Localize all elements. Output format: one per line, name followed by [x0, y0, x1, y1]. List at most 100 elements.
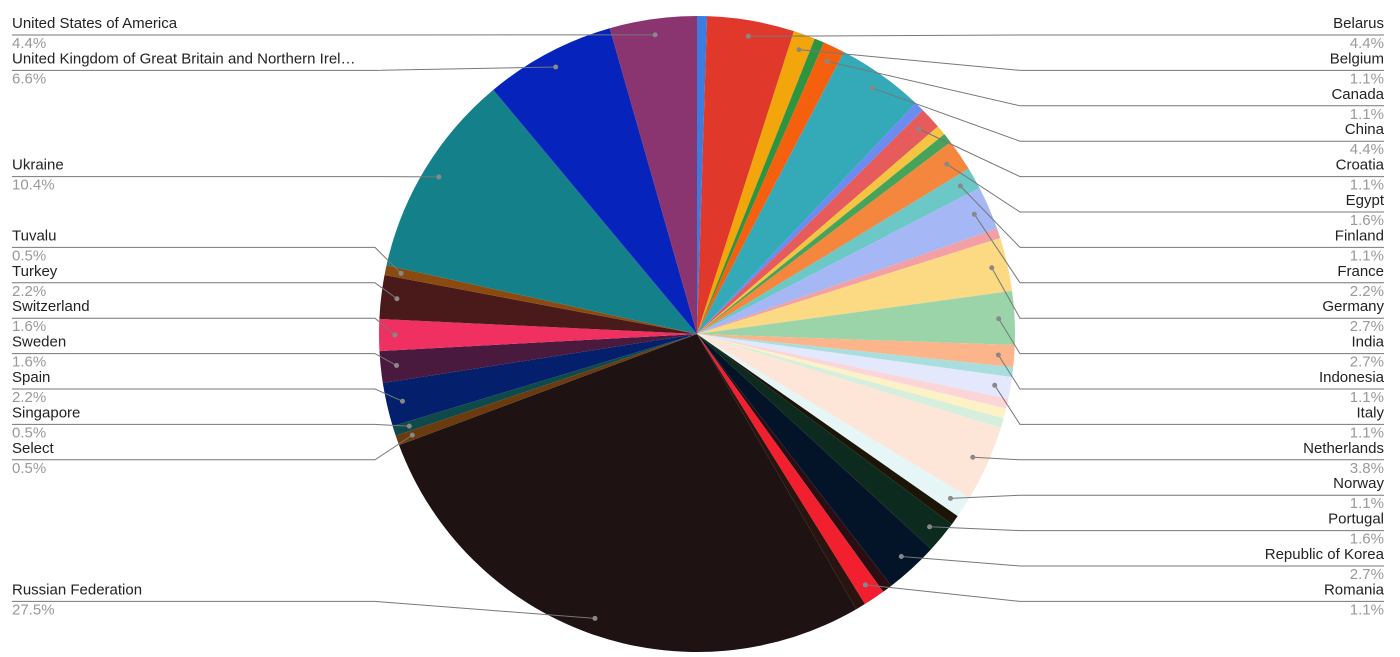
data-label: 1.6%: [12, 318, 46, 335]
data-label: 1.1%: [1350, 70, 1384, 87]
leader-line: [865, 584, 1384, 602]
data-label: 1.1%: [1350, 495, 1384, 512]
data-label: 0.5%: [12, 247, 46, 264]
legend-label: Norway: [1333, 475, 1384, 492]
leader-line: [994, 385, 1384, 425]
data-label: 1.1%: [1350, 177, 1384, 194]
leader-line: [946, 163, 1384, 213]
leader-line: [12, 66, 556, 71]
pie-slice: [697, 42, 844, 335]
leader-line: [998, 318, 1384, 355]
leader-dot: [436, 174, 442, 180]
data-label: 1.6%: [12, 354, 46, 371]
leader-dot: [957, 183, 963, 189]
leader-dot: [989, 265, 995, 271]
legend-label: Netherlands: [1303, 440, 1384, 457]
leader-dot: [409, 432, 415, 438]
pie-slice: [697, 142, 969, 334]
leader-dot: [824, 58, 830, 64]
leader-dot: [399, 398, 405, 404]
leader-dot: [745, 33, 751, 39]
pie-slice: [382, 334, 697, 427]
pie-slice: [697, 334, 1009, 409]
leader-dot: [862, 582, 868, 588]
legend-label: Singapore: [12, 404, 80, 421]
leader-dot: [996, 316, 1002, 322]
legend-label: Select: [12, 440, 55, 457]
pie-slice: [697, 31, 815, 335]
pie-slice: [697, 334, 1015, 368]
pie-slice: [697, 51, 916, 335]
pie-slice: [493, 28, 697, 335]
leader-line: [950, 494, 1384, 499]
pie-slice: [697, 110, 938, 334]
legend-label: Indonesia: [1319, 369, 1385, 386]
pie-slice: [399, 334, 857, 652]
data-label: 1.6%: [1350, 531, 1384, 548]
pie-slice: [697, 290, 1016, 346]
data-label: 0.5%: [12, 460, 46, 477]
leader-line: [991, 267, 1384, 319]
leader-dot: [916, 126, 922, 132]
leader-line: [12, 388, 403, 402]
leader-line: [997, 354, 1384, 390]
leader-dot: [652, 32, 658, 38]
data-label: 1.1%: [1350, 424, 1384, 441]
legend-label: United States of America: [12, 15, 178, 32]
pie-slice: [697, 134, 951, 334]
leader-dot: [392, 332, 398, 338]
legend-label: Belgium: [1330, 50, 1384, 67]
leader-line: [827, 60, 1384, 107]
pie-slice: [379, 275, 697, 334]
pie-slice: [697, 334, 952, 550]
legend-label: Ukraine: [12, 157, 64, 174]
data-label: 1.1%: [1350, 106, 1384, 123]
pie-slice: [697, 334, 865, 610]
pie-slice: [697, 126, 945, 334]
leader-dot: [992, 382, 998, 388]
leader-line: [918, 128, 1384, 178]
leader-line: [798, 49, 1384, 71]
leader-line: [872, 87, 1384, 142]
pie-slice: [378, 318, 697, 352]
leader-line: [12, 423, 410, 427]
pie-slice: [697, 334, 1014, 378]
pie-slice: [697, 238, 1013, 334]
leader-dot: [394, 296, 400, 302]
pie-slice: [697, 334, 884, 605]
leader-dot: [406, 423, 412, 429]
data-label: 1.1%: [1350, 389, 1384, 406]
leader-dot: [970, 454, 976, 460]
leader-dot: [553, 64, 559, 70]
leader-dot: [898, 554, 904, 560]
legend-label: Italy: [1356, 404, 1384, 421]
leader-line: [901, 556, 1384, 567]
legend-label: Romania: [1324, 581, 1385, 598]
legend-label: France: [1337, 263, 1384, 280]
legend-label: Sweden: [12, 334, 66, 351]
leader-dot: [796, 47, 802, 53]
legend-label: Tuvalu: [12, 227, 56, 244]
pie-slice: [697, 187, 997, 334]
pie-slice: [379, 334, 697, 384]
leader-dot: [944, 161, 950, 167]
leader-dot: [927, 524, 933, 530]
pie-slice: [697, 103, 923, 334]
pie-slice: [395, 334, 697, 446]
pie-slice: [697, 228, 1001, 334]
data-label: 1.1%: [1350, 247, 1384, 264]
leader-dot: [398, 270, 404, 276]
data-label: 2.7%: [1350, 318, 1384, 335]
leader-line: [972, 456, 1384, 461]
data-label: 2.7%: [1350, 566, 1384, 583]
data-label: 10.4%: [12, 177, 55, 194]
legend-label: Switzerland: [12, 298, 90, 315]
pie-slice: [697, 168, 980, 334]
legend-label: Egypt: [1346, 192, 1385, 209]
legend-label: Turkey: [12, 263, 58, 280]
leader-dot: [995, 352, 1001, 358]
leader-line: [12, 353, 397, 366]
pie-slice: [386, 89, 697, 334]
data-label: 2.2%: [1350, 283, 1384, 300]
leader-line: [748, 34, 1384, 37]
